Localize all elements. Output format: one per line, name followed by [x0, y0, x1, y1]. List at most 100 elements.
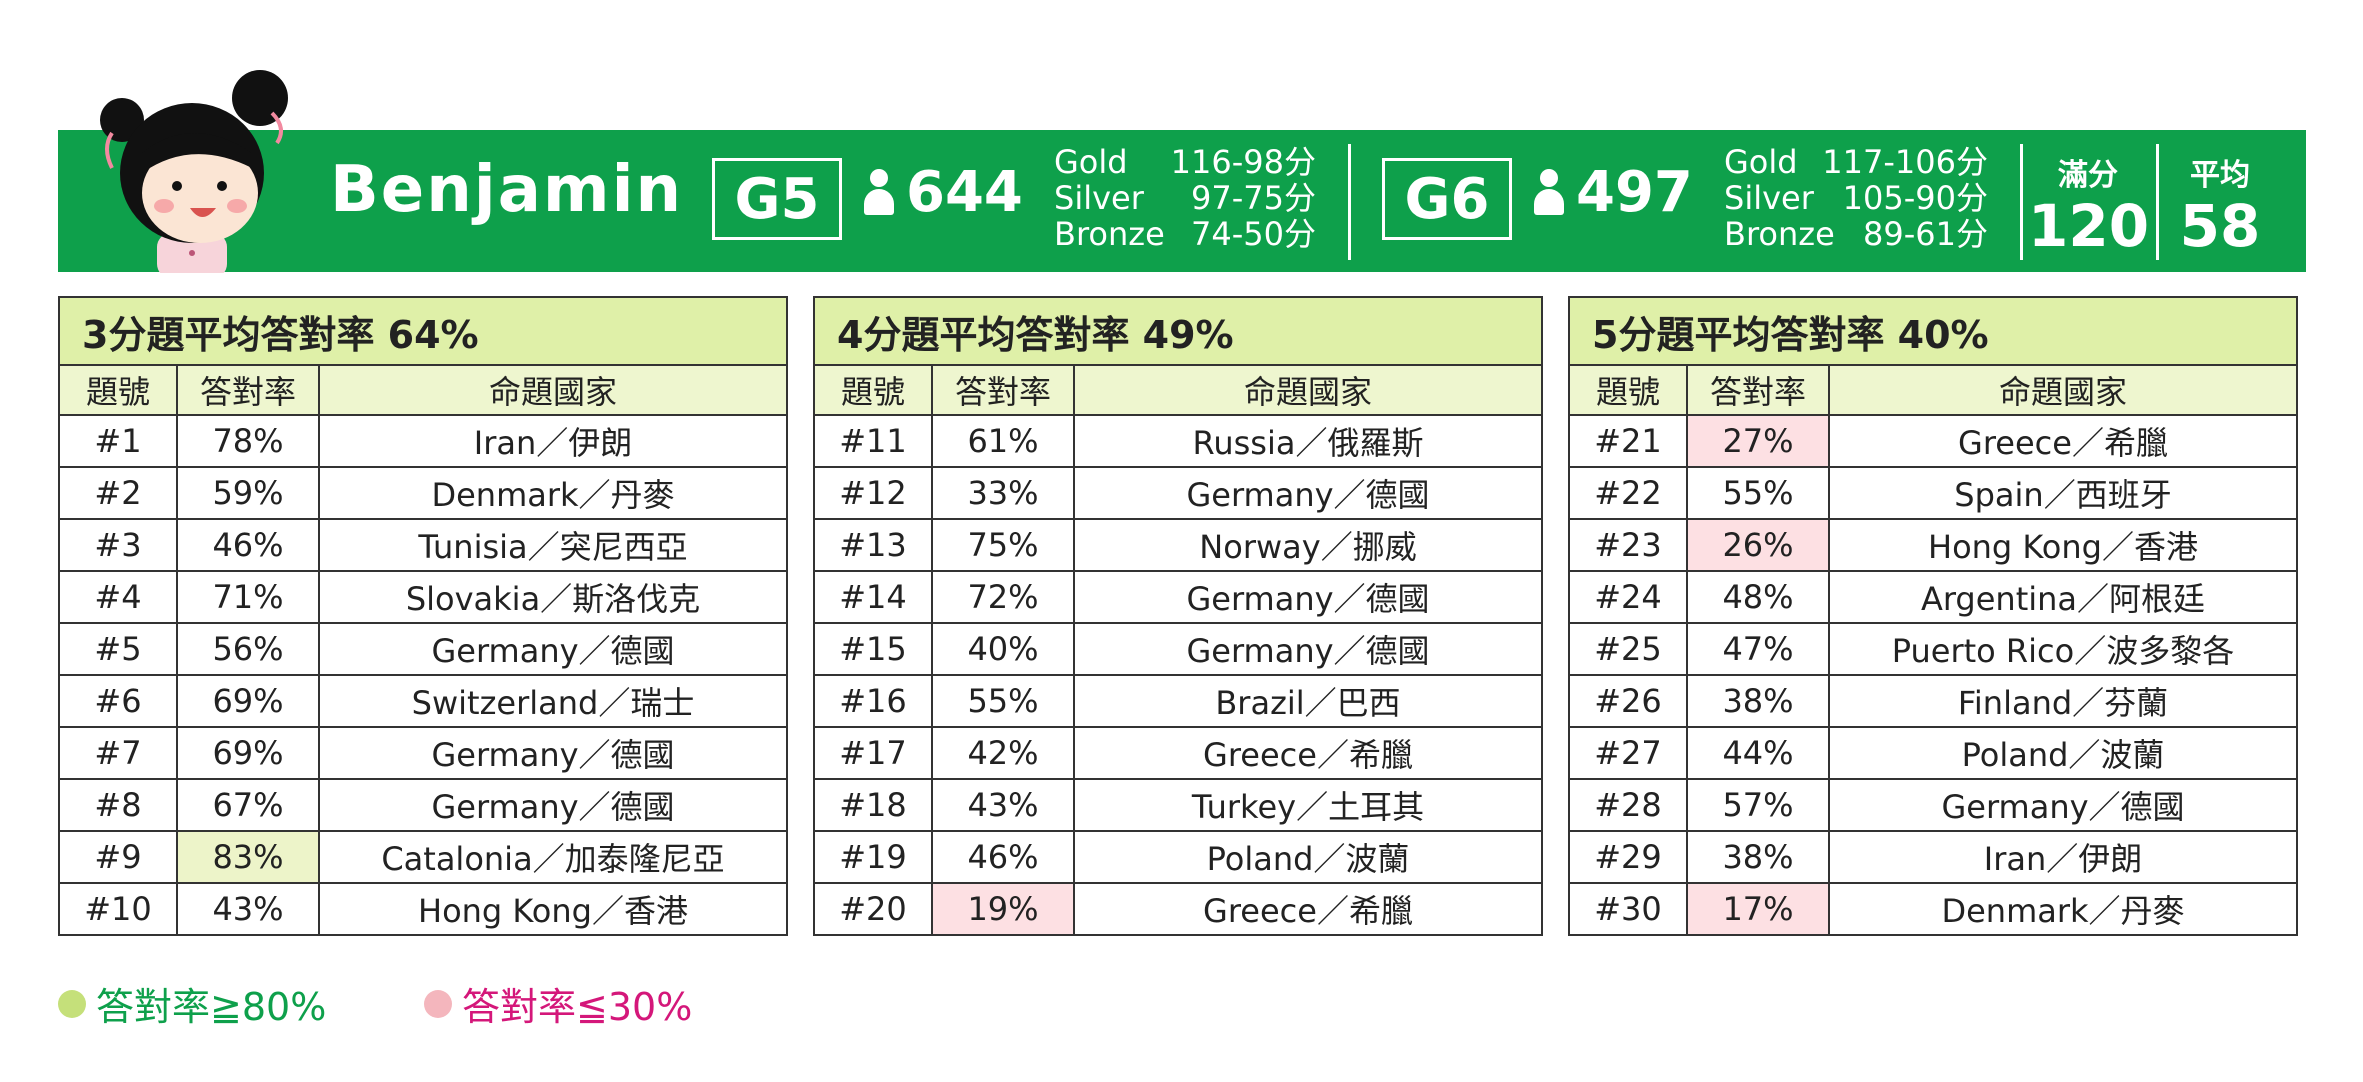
proposing-country: Greece／希臘 [1073, 726, 1543, 780]
g5-medal-gold-range: 116-98分 [1170, 143, 1316, 181]
correct-rate: 75% [931, 518, 1075, 572]
proposing-country: Turkey／土耳其 [1073, 778, 1543, 832]
header-banner [58, 130, 2306, 272]
legend-high-dot [58, 989, 86, 1018]
g5-medal-silver-range: 97-75分 [1191, 179, 1316, 217]
question-number: #16 [813, 674, 933, 728]
g6-medal-ranges: Gold 117-106分 Silver 105-90分 Bronze 89-61分 [1724, 144, 1988, 252]
question-number: #21 [1568, 414, 1688, 468]
proposing-country: Argentina／阿根廷 [1828, 570, 2298, 624]
legend-high-text: 答對率≧80% [96, 985, 327, 1029]
g6-medal-silver-range: 105-90分 [1842, 179, 1988, 217]
correct-rate: 17% [1686, 882, 1830, 936]
question-number: #7 [58, 726, 178, 780]
g6-medal-silver-name: Silver [1724, 179, 1814, 217]
average-label: 平均 [2190, 158, 2250, 193]
correct-rate: 42% [931, 726, 1075, 780]
correct-rate: 26% [1686, 518, 1830, 572]
average-value: 58 [2179, 192, 2261, 260]
column-header: 題號 [58, 364, 178, 416]
table-row: #27 44% Poland／波蘭 [1568, 726, 2298, 780]
question-number: #2 [58, 466, 178, 520]
question-number: #12 [813, 466, 933, 520]
legend-low: 答對率≦30% [424, 976, 692, 1031]
full-score-label: 滿分 [2058, 158, 2118, 193]
correct-rate: 59% [176, 466, 320, 520]
table-row: #3 46% Tunisia／突尼西亞 [58, 518, 788, 572]
table-row: #9 83% Catalonia／加泰隆尼亞 [58, 830, 788, 884]
question-number: #8 [58, 778, 178, 832]
column-header: 題號 [813, 364, 933, 416]
g5-medal-gold-name: Gold [1054, 143, 1128, 181]
proposing-country: Germany／德國 [318, 726, 788, 780]
correct-rate: 69% [176, 674, 320, 728]
table-row: #5 56% Germany／德國 [58, 622, 788, 676]
table-row: #21 27% Greece／希臘 [1568, 414, 2298, 468]
table-title: 4分題平均答對率 49% [813, 296, 1543, 366]
correct-rate: 71% [176, 570, 320, 624]
table-row: #22 55% Spain／西班牙 [1568, 466, 2298, 520]
proposing-country: Slovakia／斯洛伐克 [318, 570, 788, 624]
question-number: #25 [1568, 622, 1688, 676]
question-number: #15 [813, 622, 933, 676]
proposing-country: Poland／波蘭 [1828, 726, 2298, 780]
g5-medal-bronze-name: Bronze [1054, 215, 1165, 253]
person-icon [862, 168, 896, 217]
question-number: #6 [58, 674, 178, 728]
correct-rate: 55% [931, 674, 1075, 728]
score-table-3: 5分題平均答對率 40% 題號 答對率 命題國家 #21 27% Greece／希臘 #22 5… [1568, 296, 2298, 936]
correct-rate: 46% [931, 830, 1075, 884]
table-row: #15 40% Germany／德國 [813, 622, 1543, 676]
question-number: #20 [813, 882, 933, 936]
correct-rate: 83% [176, 830, 320, 884]
table-title: 5分題平均答對率 40% [1568, 296, 2298, 366]
question-number: #10 [58, 882, 178, 936]
column-header: 命題國家 [318, 364, 788, 416]
question-number: #18 [813, 778, 933, 832]
question-number: #23 [1568, 518, 1688, 572]
question-number: #17 [813, 726, 933, 780]
proposing-country: Germany／德國 [318, 622, 788, 676]
table-row: #24 48% Argentina／阿根廷 [1568, 570, 2298, 624]
student-name: Benjamin [330, 153, 684, 227]
question-number: #1 [58, 414, 178, 468]
question-number: #4 [58, 570, 178, 624]
correct-rate: 67% [176, 778, 320, 832]
correct-rate: 19% [931, 882, 1075, 936]
table-row: #2 59% Denmark／丹麥 [58, 466, 788, 520]
correct-rate: 72% [931, 570, 1075, 624]
proposing-country: Germany／德國 [1073, 466, 1543, 520]
legend-low-dot [424, 989, 452, 1018]
column-header: 答對率 [931, 364, 1075, 416]
table-row: #4 71% Slovakia／斯洛伐克 [58, 570, 788, 624]
question-number: #14 [813, 570, 933, 624]
proposing-country: Denmark／丹麥 [1828, 882, 2298, 936]
table-row: #18 43% Turkey／土耳其 [813, 778, 1543, 832]
table-row: #1 78% Iran／伊朗 [58, 414, 788, 468]
full-score-value: 120 [2028, 192, 2150, 260]
correct-rate: 40% [931, 622, 1075, 676]
average-score: 平均 58 [2160, 150, 2280, 258]
proposing-country: Iran／伊朗 [318, 414, 788, 468]
proposing-country: Hong Kong／香港 [1828, 518, 2298, 572]
table-row: #19 46% Poland／波蘭 [813, 830, 1543, 884]
proposing-country: Germany／德國 [1073, 622, 1543, 676]
g6-medal-gold-name: Gold [1724, 143, 1798, 181]
proposing-country: Germany／德國 [318, 778, 788, 832]
table-row: #20 19% Greece／希臘 [813, 882, 1543, 936]
question-number: #19 [813, 830, 933, 884]
table-row: #8 67% Germany／德國 [58, 778, 788, 832]
question-number: #24 [1568, 570, 1688, 624]
person-icon [1532, 168, 1566, 217]
proposing-country: Denmark／丹麥 [318, 466, 788, 520]
column-header: 命題國家 [1073, 364, 1543, 416]
proposing-country: Iran／伊朗 [1828, 830, 2298, 884]
correct-rate: 27% [1686, 414, 1830, 468]
correct-rate: 46% [176, 518, 320, 572]
correct-rate: 61% [931, 414, 1075, 468]
proposing-country: Germany／德國 [1828, 778, 2298, 832]
question-number: #30 [1568, 882, 1688, 936]
g5-medal-silver-name: Silver [1054, 179, 1144, 217]
column-header: 答對率 [1686, 364, 1830, 416]
g6-participant-count: 497 [1532, 160, 1693, 225]
